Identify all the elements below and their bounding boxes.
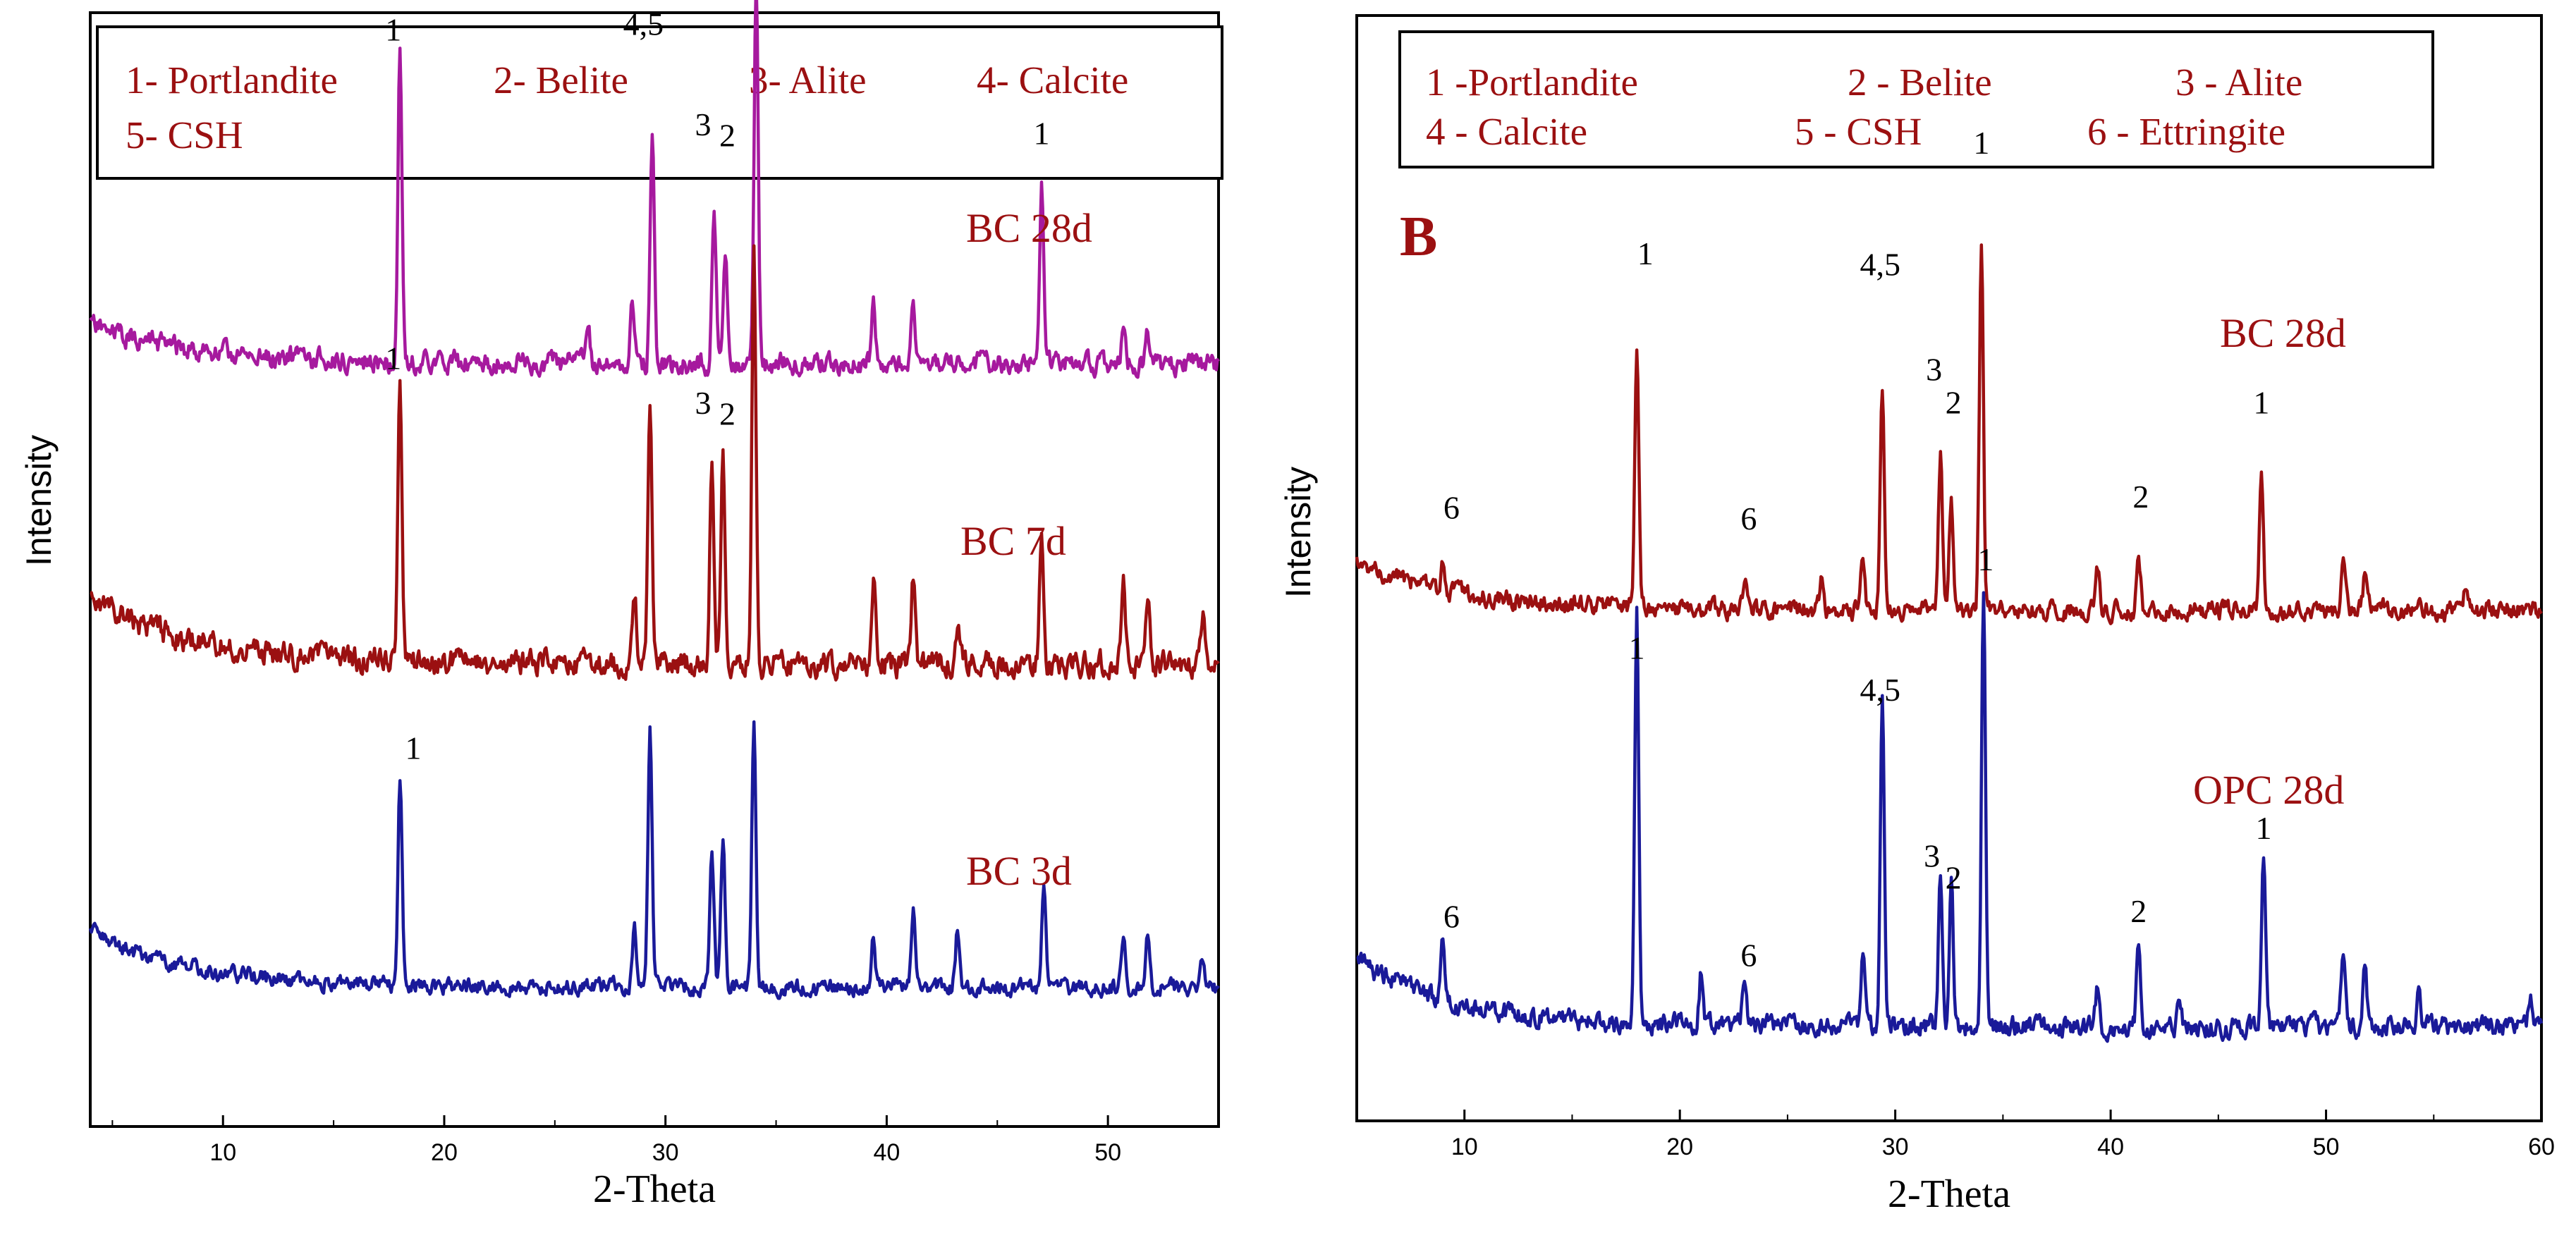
panel-a-peak-label-bc-7d-6: 3 — [695, 385, 712, 421]
panel-a-y-axis-label: Intensity — [19, 435, 59, 566]
panel-b-series-opc-28d — [1356, 591, 2544, 1043]
panel-a-x-tick-label-20: 20 — [431, 1139, 458, 1166]
panel-a-peak-label-bc-3d-8: 1 — [405, 730, 422, 766]
panel-b-series-group — [1355, 243, 2544, 1043]
panel-b-plot-frame — [1355, 14, 2543, 1122]
panel-a-series-group — [88, 0, 1220, 1000]
panel-b-peak-label-opc-28d-12: 4,5 — [1860, 672, 1901, 708]
panel-b-x-tick-label-30: 30 — [1882, 1134, 1909, 1160]
panel-b-peak-label-bc-28d-4: 3 — [1926, 351, 1942, 387]
panel-b-peak-label-opc-28d-10: 1 — [1629, 630, 1645, 666]
panel-a-peak-label-bc-28d-3: 2 — [719, 118, 735, 154]
panel-b-legend-6: 6 - Ettringite — [2087, 110, 2285, 153]
panel-b-legend-4: 4 - Calcite — [1426, 110, 1587, 153]
panel-a-peak-labels: 1 4,53 2 113 21 — [385, 6, 1049, 766]
panel-a-x-tick-label-40: 40 — [873, 1139, 900, 1166]
panel-a-legend-2: 2- Belite — [494, 59, 628, 102]
panel-b-peak-label-opc-28d-13: 1 — [1977, 541, 1994, 577]
panel-b-x-tick-label-50: 50 — [2313, 1134, 2340, 1160]
panel-b-peak-label-bc-28d-0: 6 — [1443, 489, 1460, 525]
panel-a-legend-4: 4- Calcite — [977, 59, 1128, 102]
panel-a-series-label-bc3d: BC 3d — [966, 848, 1072, 894]
panel-b-peak-label-bc-28d-7: 2 — [2132, 479, 2149, 515]
panel-a-series-bc-7d — [90, 244, 1220, 682]
panel-b-peak-label-opc-28d-17: 1 — [2255, 810, 2271, 846]
panel-a-peak-label-bc-28d-2: 3 — [695, 106, 712, 142]
panel-a-peak-label-bc-28d-4: 1 — [1034, 115, 1050, 151]
panel-a-peak-label-bc-7d-7: 2 — [719, 396, 735, 432]
panel-b-x-tick-label-40: 40 — [2097, 1134, 2124, 1160]
panel-b-series-label-opc28d: OPC 28d — [2193, 767, 2344, 813]
panel-b-peak-label-bc-28d-8: 1 — [2253, 384, 2269, 420]
panel-b-series-label-bc28d: BC 28d — [2220, 310, 2346, 356]
panel-a-legend-3: 3- Alite — [749, 59, 867, 102]
panel-b-x-tick-label-10: 10 — [1451, 1134, 1478, 1160]
panel-a-legend-5: 5- CSH — [126, 113, 243, 156]
panel-b-peak-label-opc-28d-14: 3 — [1924, 837, 1940, 873]
panel-b-peak-label-bc-28d-6: 1 — [1973, 125, 1989, 161]
panel-a-series-label-bc7d: BC 7d — [960, 518, 1066, 564]
panel-b-peak-label-opc-28d-15: 2 — [1946, 860, 1962, 896]
panel-a-x-tick-label-10: 10 — [209, 1139, 236, 1166]
panel-a-series-bc-3d — [88, 720, 1220, 1000]
panel-b-peak-label-opc-28d-9: 6 — [1443, 899, 1460, 935]
panel-b-x-tick-label-60: 60 — [2528, 1134, 2555, 1160]
panel-a-x-tick-label-30: 30 — [652, 1139, 679, 1166]
panel-b-legend-5: 5 - CSH — [1795, 110, 1922, 153]
panel-a-legend-box — [96, 25, 1223, 180]
panel-b-x-axis-title: 2-Theta — [1888, 1172, 2010, 1216]
panel-b-legend-box — [1398, 30, 2434, 168]
panel-a-plot-frame — [89, 11, 1220, 1128]
panel-a-series-label-bc28d: BC 28d — [966, 205, 1092, 251]
panel-b-peak-label-bc-28d-5: 2 — [1946, 384, 1962, 420]
panel-b: 1 -Portlandite 2 - Belite 3 - Alite 4 - … — [1278, 14, 2555, 1216]
panel-a-legend-1: 1- Portlandite — [126, 59, 338, 102]
panel-a-series-bc-28d — [89, 0, 1220, 379]
panel-a-x-axis-title: 2-Theta — [593, 1167, 716, 1211]
panel-b-legend-3: 3 - Alite — [2175, 61, 2302, 104]
panel-b-peak-label-bc-28d-3: 4,5 — [1860, 246, 1901, 282]
panel-a-x-axis: 10 20 30 40 50 — [111, 1115, 1219, 1166]
panel-b-peak-label-opc-28d-16: 2 — [2130, 893, 2147, 929]
panel-a-peak-label-bc-7d-5: 1 — [385, 340, 401, 376]
panel-a: 1- Portlandite 2- Belite 3- Alite 4- Cal… — [19, 0, 1223, 1211]
panel-b-legend-2: 2 - Belite — [1848, 61, 1992, 104]
panel-a-peak-label-bc-28d-0: 1 — [385, 12, 401, 48]
panel-b-x-axis: 10 20 30 40 50 60 — [1356, 1110, 2555, 1160]
panel-b-x-tick-label-20: 20 — [1666, 1134, 1693, 1160]
panel-b-y-axis-label: Intensity — [1278, 467, 1318, 598]
panel-b-peak-label-bc-28d-1: 1 — [1637, 235, 1654, 271]
panel-a-x-tick-label-50: 50 — [1094, 1139, 1121, 1166]
panel-b-peak-label-bc-28d-2: 6 — [1740, 501, 1757, 536]
panel-b-legend-1: 1 -Portlandite — [1426, 61, 1638, 104]
panel-b-letter: B — [1400, 206, 1437, 268]
panel-a-peak-label-bc-28d-1: 4,5 — [623, 6, 664, 42]
panel-b-series-bc-28d — [1355, 243, 2543, 625]
panel-b-peak-label-opc-28d-11: 6 — [1740, 937, 1757, 973]
